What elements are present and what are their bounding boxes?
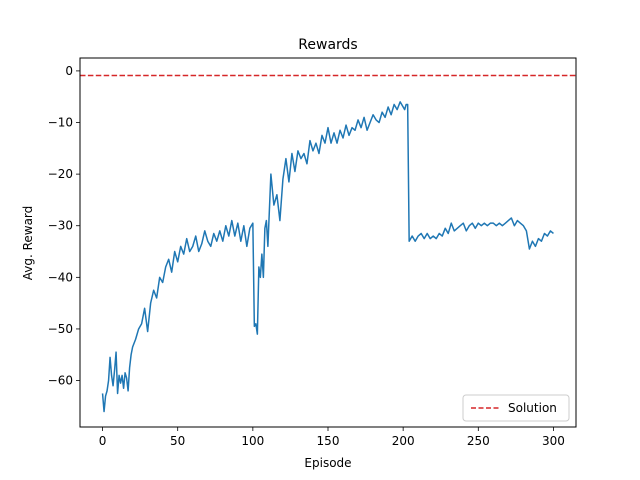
plot-area bbox=[80, 74, 576, 413]
legend-label-solution: Solution bbox=[508, 401, 557, 415]
x-axis-label: Episode bbox=[304, 456, 351, 470]
x-tick-label: 250 bbox=[467, 434, 490, 448]
series-line-0 bbox=[101, 101, 554, 413]
y-tick-label: −50 bbox=[48, 322, 73, 336]
y-tick-label: −30 bbox=[48, 219, 73, 233]
x-axis: 0 50 100 150 200 250 300 bbox=[99, 427, 565, 448]
legend: Solution bbox=[462, 394, 570, 422]
legend-box bbox=[462, 394, 570, 422]
y-tick-label: −10 bbox=[48, 116, 73, 130]
y-tick-label: 0 bbox=[65, 64, 73, 78]
y-tick-label: −40 bbox=[48, 270, 73, 284]
x-tick-label: 150 bbox=[317, 434, 340, 448]
x-tick-label: 0 bbox=[99, 434, 107, 448]
y-tick-label: −20 bbox=[48, 167, 73, 181]
y-axis: 0 −10 −20 −30 −40 −50 −60 bbox=[48, 64, 80, 388]
y-tick-label: −60 bbox=[48, 374, 73, 388]
x-tick-label: 100 bbox=[241, 434, 264, 448]
x-tick-label: 300 bbox=[542, 434, 565, 448]
x-tick-label: 50 bbox=[170, 434, 185, 448]
y-axis-label: Avg. Reward bbox=[21, 206, 35, 281]
chart-title: Rewards bbox=[298, 37, 357, 53]
x-tick-label: 200 bbox=[392, 434, 415, 448]
